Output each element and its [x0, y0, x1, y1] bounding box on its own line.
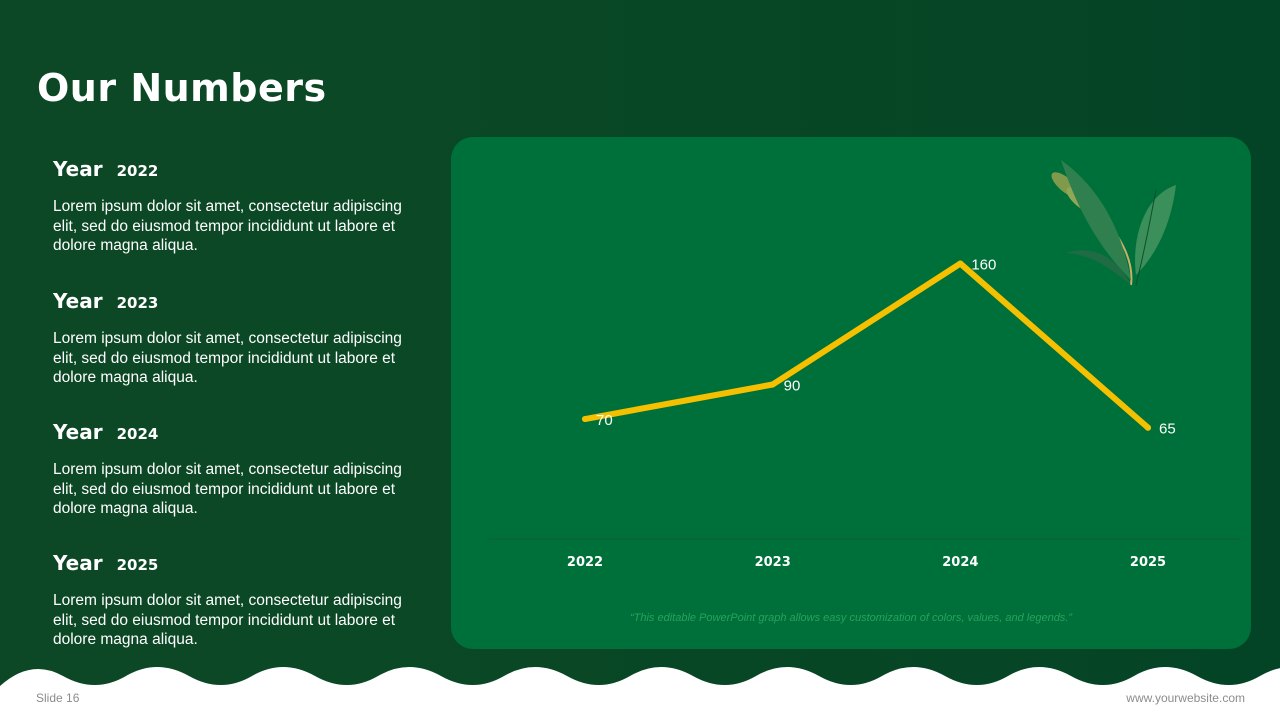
- data-point: [769, 381, 776, 388]
- data-point: [957, 260, 964, 267]
- year-description: Lorem ipsum dolor sit amet, consectetur …: [53, 592, 402, 648]
- slide-number: Slide 16: [36, 691, 80, 705]
- line-chart: 70 90 160 65 2022 2023 2024 2025: [489, 160, 1241, 570]
- year-number: 2023: [116, 294, 159, 312]
- x-tick-label: 2024: [942, 555, 978, 570]
- year-number: 2024: [116, 425, 159, 443]
- x-tick-label: 2022: [567, 555, 603, 570]
- year-heading: Year 2022: [53, 157, 423, 181]
- year-description: Lorem ipsum dolor sit amet, consectetur …: [53, 330, 402, 386]
- year-label: Year: [53, 289, 103, 313]
- year-label: Year: [53, 420, 103, 444]
- year-heading: Year 2025: [53, 551, 423, 575]
- year-description: Lorem ipsum dolor sit amet, consectetur …: [53, 198, 402, 254]
- wave-divider: [0, 667, 1280, 692]
- data-label: 90: [784, 378, 801, 395]
- data-label: 65: [1159, 421, 1176, 438]
- year-block-2024: Year 2024 Lorem ipsum dolor sit amet, co…: [53, 420, 423, 519]
- year-label: Year: [53, 551, 103, 575]
- year-number: 2025: [116, 556, 159, 574]
- year-heading: Year 2024: [53, 420, 423, 444]
- year-block-2025: Year 2025 Lorem ipsum dolor sit amet, co…: [53, 551, 423, 650]
- data-point: [1145, 424, 1151, 431]
- data-point: [582, 416, 588, 423]
- x-tick-label: 2025: [1130, 555, 1166, 570]
- year-number: 2022: [116, 162, 159, 180]
- chart-footnote: “This editable PowerPoint graph allows e…: [629, 612, 1073, 624]
- year-heading: Year 2023: [53, 289, 423, 313]
- series-line: [582, 260, 1151, 431]
- page-title: Our Numbers: [37, 66, 327, 110]
- wheat-icon: [1051, 160, 1176, 286]
- website-link[interactable]: www.yourwebsite.com: [1126, 691, 1245, 705]
- data-label: 160: [971, 257, 996, 274]
- year-block-2023: Year 2023 Lorem ipsum dolor sit amet, co…: [53, 289, 423, 388]
- x-tick-label: 2023: [755, 555, 791, 570]
- data-label: 70: [596, 412, 613, 429]
- year-label: Year: [53, 157, 103, 181]
- year-block-2022: Year 2022 Lorem ipsum dolor sit amet, co…: [53, 157, 423, 256]
- chart-panel: 70 90 160 65 2022 2023 2024 2025 “This editable…: [451, 137, 1251, 649]
- year-description: Lorem ipsum dolor sit amet, consectetur …: [53, 461, 402, 517]
